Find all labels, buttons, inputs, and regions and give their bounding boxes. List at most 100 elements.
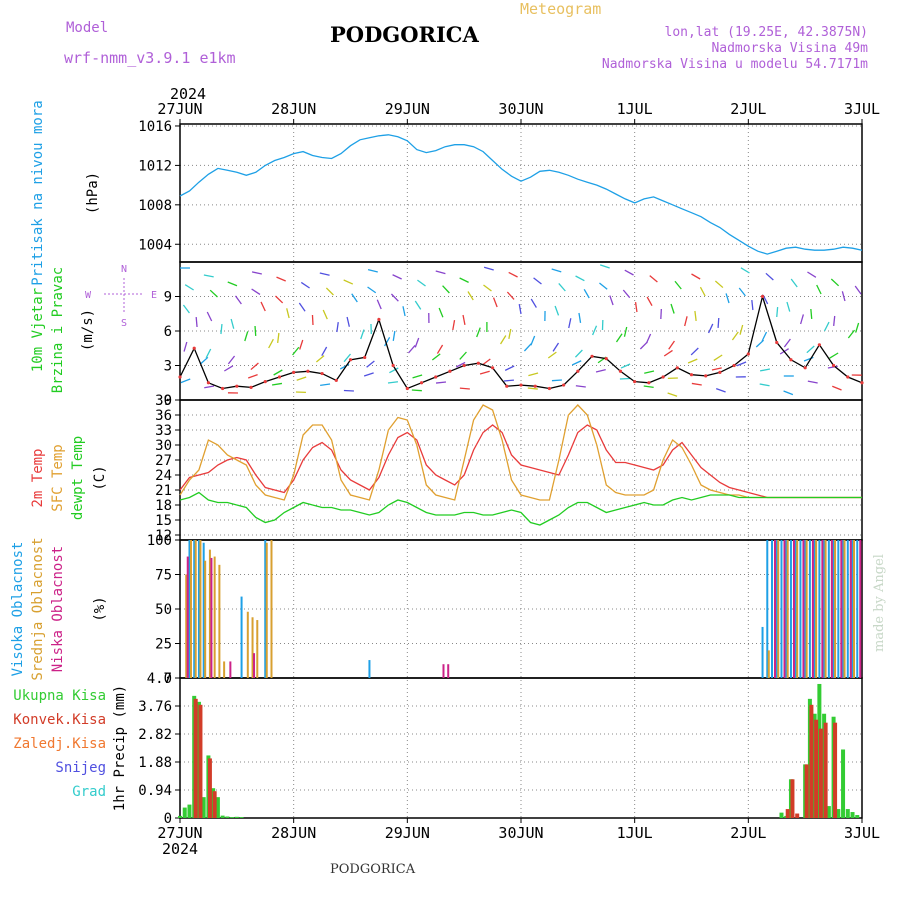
wind-barb xyxy=(402,306,406,317)
x-year-top: 2024 xyxy=(170,85,206,103)
wind-barb xyxy=(203,274,214,278)
wind-speed-point xyxy=(576,369,580,373)
legend-item-precip: Snijeg xyxy=(55,760,106,776)
model-elevation-text: Nadmorska Visina u modelu 54.7171m xyxy=(601,57,868,72)
bar-cloud-0 xyxy=(837,540,840,678)
model-label: Model xyxy=(66,20,109,36)
bar-cloud-1 xyxy=(786,540,789,678)
x-tick-label-bottom: 1JUL xyxy=(617,824,653,842)
model-name: wrf-nmm_v3.9.1 e1km xyxy=(64,49,236,67)
bar-precip-0 xyxy=(182,807,187,818)
x-tick-label-bottom: 29JUN xyxy=(385,824,430,842)
wind-barb xyxy=(806,345,815,354)
y-tick-label: 50 xyxy=(155,602,172,618)
wind-barb xyxy=(551,268,562,273)
wind-barb xyxy=(644,370,655,374)
wind-barb xyxy=(435,270,446,275)
y-tick-label: 0 xyxy=(164,671,172,687)
bar-cloud-0 xyxy=(804,540,807,678)
y-tick-label: 100 xyxy=(147,533,172,549)
bar-cloud-2 xyxy=(792,540,795,678)
y-tick-label: 75 xyxy=(155,568,172,584)
wind-barb xyxy=(504,365,515,371)
bar-precip-0 xyxy=(826,806,831,818)
bar-cloud-1 xyxy=(265,542,268,678)
bar-cloud-1 xyxy=(834,540,837,678)
wind-barb xyxy=(412,374,423,379)
wind-speed-point xyxy=(760,294,765,299)
bar-cloud-2 xyxy=(442,664,445,678)
bar-cloud-1 xyxy=(805,540,808,678)
bar-precip-1 xyxy=(212,791,217,818)
bar-cloud-1 xyxy=(251,617,254,678)
bar-precip-0 xyxy=(836,809,841,818)
bar-cloud-2 xyxy=(821,540,824,678)
y-tick-label: 2.82 xyxy=(138,727,172,743)
wind-barb xyxy=(691,382,702,386)
wind-barb xyxy=(645,333,652,344)
wind-barb xyxy=(180,378,191,384)
bar-precip-1 xyxy=(207,758,212,818)
wind-speed-point xyxy=(306,369,310,373)
wind-barb xyxy=(247,373,258,379)
wind-speed-point xyxy=(803,366,807,370)
y-tick-label: 1004 xyxy=(138,237,172,253)
bar-cloud-1 xyxy=(189,540,192,678)
wind-barb xyxy=(714,280,724,289)
wind-barb xyxy=(230,318,235,329)
wind-barb xyxy=(799,314,805,325)
wind-barb xyxy=(599,282,608,290)
bar-cloud-1 xyxy=(185,574,188,678)
bar-cloud-2 xyxy=(840,540,843,678)
bar-cloud-0 xyxy=(818,540,821,678)
bar-cloud-1 xyxy=(256,620,259,678)
wind-barb xyxy=(575,385,586,388)
bar-cloud-1 xyxy=(208,549,211,678)
wind-speed-point xyxy=(732,363,736,368)
wind-barb xyxy=(761,331,768,342)
wind-barb xyxy=(367,268,378,273)
y-tick-label: 6 xyxy=(164,324,172,340)
wind-barb xyxy=(731,331,739,341)
wind-barb xyxy=(738,287,746,297)
wind-barb xyxy=(234,295,242,305)
wind-speed-point xyxy=(476,361,480,365)
bar-cloud-2 xyxy=(186,556,189,678)
bar-precip-1 xyxy=(198,704,203,818)
wind-barb xyxy=(298,302,306,312)
wind-barb xyxy=(250,362,259,371)
wind-speed-point xyxy=(846,375,850,379)
y-tick-label: 4.7 xyxy=(147,671,172,687)
wind-barb xyxy=(807,271,817,278)
wind-barb xyxy=(816,284,822,295)
y-tick-label: 30 xyxy=(155,438,172,454)
x-tick-label-bottom: 30JUN xyxy=(498,824,543,842)
bar-precip-0 xyxy=(845,809,850,818)
wind-speed-point xyxy=(675,366,679,370)
bar-cloud-0 xyxy=(766,540,769,678)
bar-cloud-0 xyxy=(808,540,811,678)
x-year-bottom: 2024 xyxy=(162,840,198,858)
wind-barb xyxy=(830,278,840,287)
wind-barb xyxy=(271,382,283,386)
wind-barb xyxy=(571,360,582,366)
bar-cloud-1 xyxy=(194,540,197,678)
bar-precip-1 xyxy=(823,722,828,818)
wind-barb xyxy=(343,353,351,363)
location-text: lon,lat (19.25E, 42.3875N) xyxy=(664,25,869,40)
ylabel-cloud-mid: Srednja Oblacnost xyxy=(30,537,46,680)
bar-cloud-2 xyxy=(830,540,833,678)
wind-barb xyxy=(530,335,536,346)
x-tick-label-top: 1JUL xyxy=(617,100,653,118)
bar-cloud-1 xyxy=(213,556,216,678)
wind-barb xyxy=(717,317,720,329)
wind-barb xyxy=(452,320,456,331)
y-tick-label: 1008 xyxy=(138,198,172,214)
legend-item-precip: Konvek.Kisa xyxy=(13,712,106,728)
bar-cloud-1 xyxy=(767,650,770,678)
wind-barb xyxy=(275,295,284,304)
bar-cloud-0 xyxy=(780,540,783,678)
bar-cloud-0 xyxy=(789,540,792,678)
bar-cloud-0 xyxy=(832,540,835,678)
wind-barb xyxy=(615,333,623,343)
